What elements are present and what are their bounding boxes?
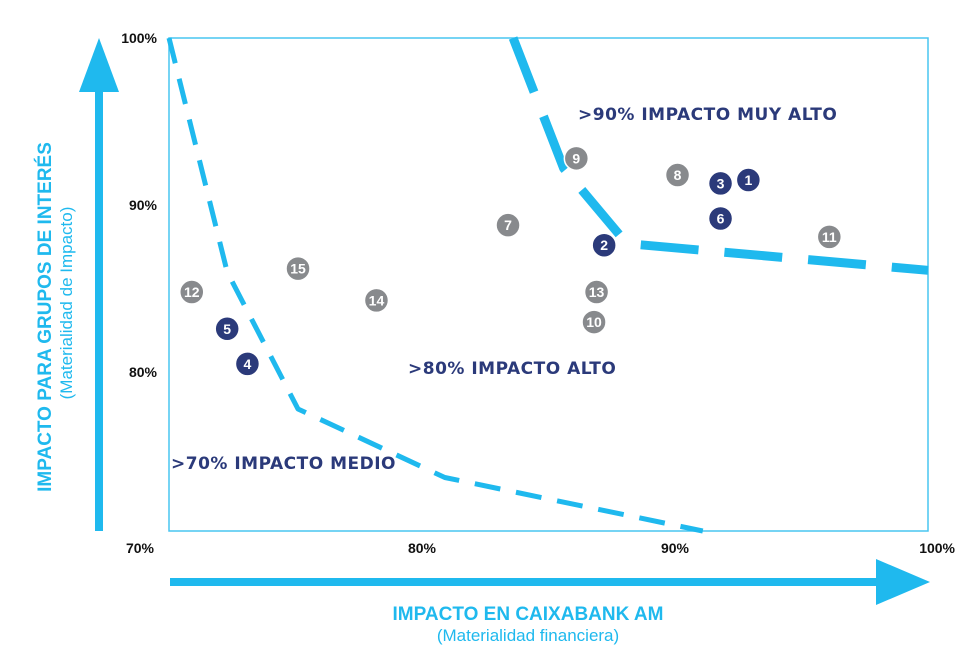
x-axis-title: IMPACTO EN CAIXABANK AM xyxy=(393,604,664,625)
x-tick-labels: 70% 80% 90% 100% xyxy=(126,540,956,556)
point-marker xyxy=(179,279,205,305)
zone-label-muy-alto: >90% IMPACTO MUY ALTO xyxy=(578,105,837,125)
data-point-15: 15 xyxy=(285,255,311,282)
point-label: 12 xyxy=(184,284,200,300)
data-point-2: 2 xyxy=(591,232,617,258)
y-tick-label: 90% xyxy=(129,197,158,213)
y-axis-title: IMPACTO PARA GRUPOS DE INTERÉS xyxy=(34,142,56,492)
data-point-9: 9 xyxy=(563,145,590,172)
point-label: 3 xyxy=(717,175,725,191)
y-axis-arrow xyxy=(79,38,119,531)
point-label: 15 xyxy=(290,261,306,277)
point-label: 13 xyxy=(589,284,605,300)
point-marker xyxy=(285,255,311,282)
point-marker xyxy=(816,224,843,250)
data-point-6: 6 xyxy=(707,205,734,232)
point-marker xyxy=(214,316,240,342)
x-tick-label: 80% xyxy=(408,540,437,556)
plot-frame xyxy=(168,37,929,532)
x-axis-subtitle: (Materialidad financiera) xyxy=(437,626,619,645)
data-point-7: 7 xyxy=(495,212,521,238)
x-axis-arrow xyxy=(170,559,930,605)
zone-label-alto: >80% IMPACTO ALTO xyxy=(408,359,616,379)
point-label: 14 xyxy=(369,292,385,308)
zone-label-medio: >70% IMPACTO MEDIO xyxy=(171,454,396,474)
data-point-5: 5 xyxy=(214,316,240,342)
data-point-3: 3 xyxy=(707,170,734,197)
point-marker xyxy=(591,232,617,258)
data-point-8: 8 xyxy=(664,162,691,188)
point-marker xyxy=(735,167,762,193)
data-point-12: 12 xyxy=(179,279,205,305)
boundary-alto xyxy=(166,37,704,534)
point-label: 8 xyxy=(674,167,682,183)
zone-boundaries xyxy=(166,36,929,534)
point-marker xyxy=(707,170,734,197)
data-point-14: 14 xyxy=(363,287,390,314)
point-marker xyxy=(707,205,734,232)
y-tick-label: 100% xyxy=(121,30,157,46)
data-point-10: 10 xyxy=(581,309,607,335)
y-tick-label: 80% xyxy=(129,364,158,380)
point-label: 11 xyxy=(822,229,837,245)
x-tick-label: 90% xyxy=(661,540,690,556)
point-label: 6 xyxy=(717,210,725,226)
point-label: 4 xyxy=(244,356,252,372)
point-marker xyxy=(583,279,610,305)
y-axis-subtitle: (Materialidad de Impacto) xyxy=(57,207,76,400)
point-marker xyxy=(563,145,590,172)
point-label: 9 xyxy=(572,150,580,166)
data-point-11: 11 xyxy=(816,224,843,250)
boundary-muy-alto xyxy=(508,36,929,275)
point-label: 5 xyxy=(223,321,231,337)
y-tick-labels: 80% 90% 100% xyxy=(121,30,157,380)
x-tick-label: 70% xyxy=(126,540,155,556)
data-point-13: 13 xyxy=(583,279,610,305)
point-label: 7 xyxy=(504,217,512,233)
x-tick-label: 100% xyxy=(919,540,955,556)
data-point-4: 4 xyxy=(234,351,261,377)
point-marker xyxy=(664,162,691,188)
point-label: 10 xyxy=(586,314,602,330)
point-label: 1 xyxy=(744,172,752,188)
data-point-1: 1 xyxy=(735,167,762,193)
point-marker xyxy=(581,309,607,335)
point-marker xyxy=(363,287,390,314)
point-marker xyxy=(495,212,521,238)
point-label: 2 xyxy=(600,237,608,253)
point-marker xyxy=(234,351,261,377)
